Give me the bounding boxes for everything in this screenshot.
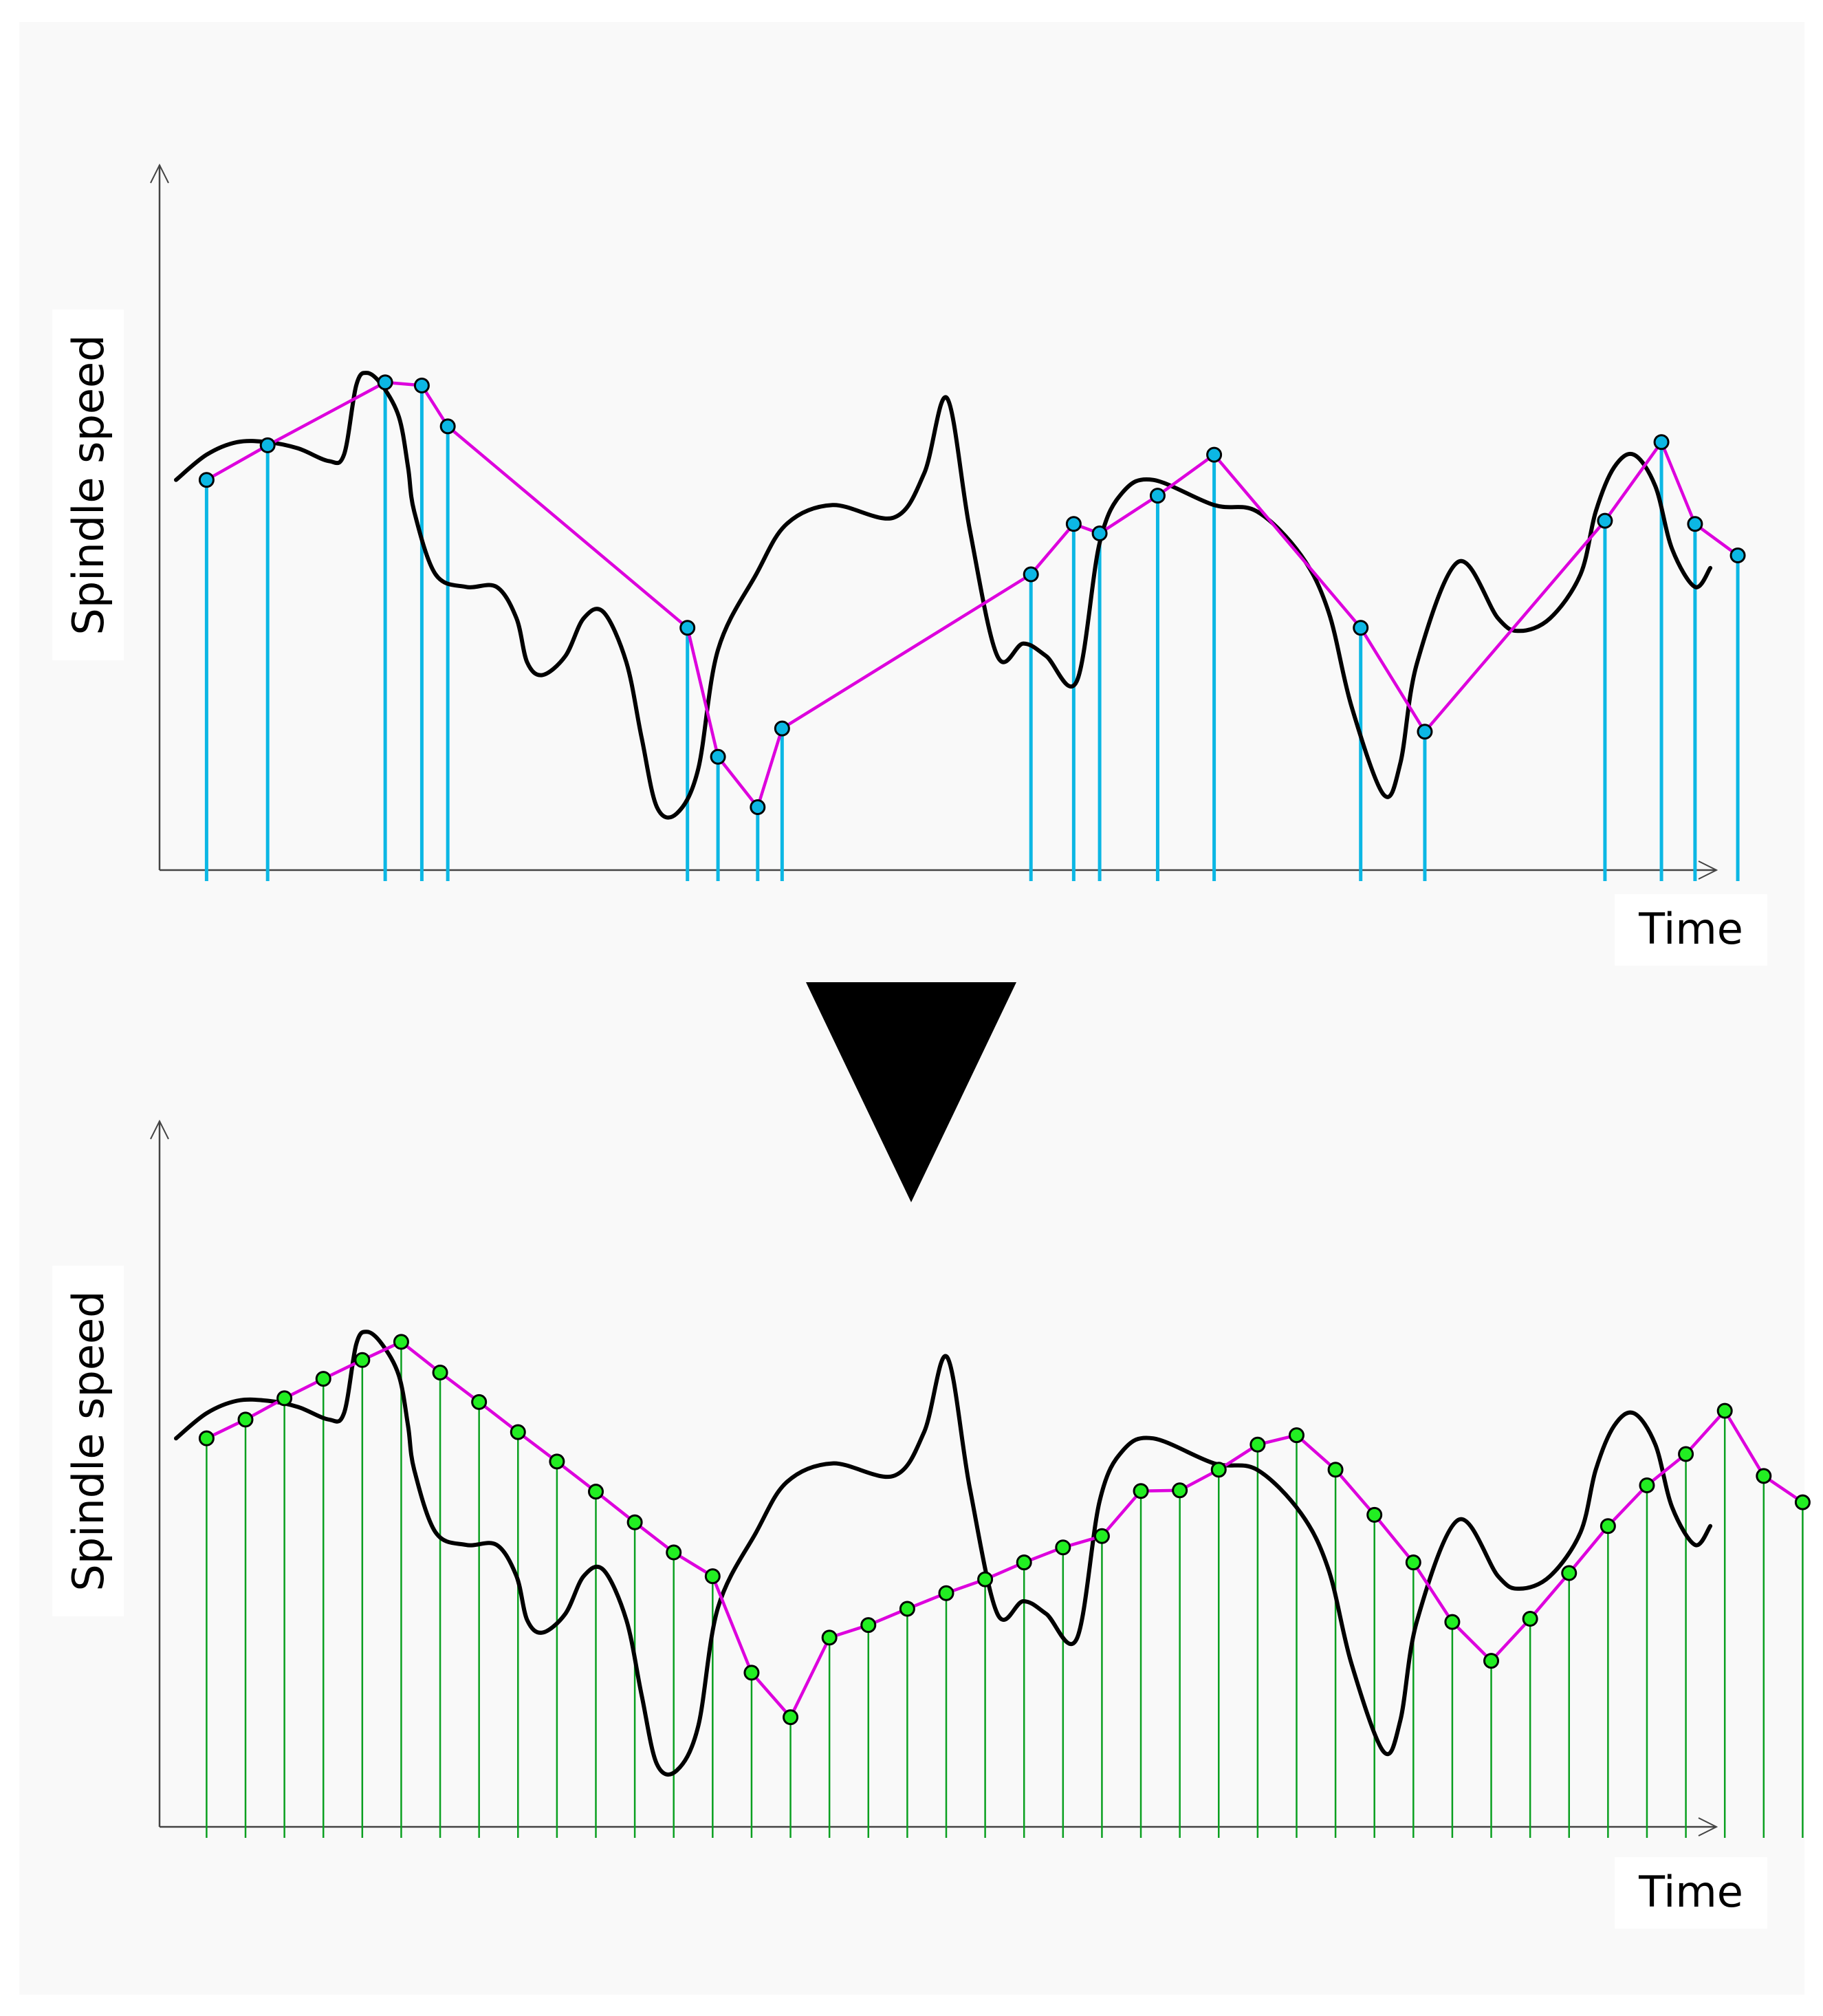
top-sample-point bbox=[774, 720, 790, 737]
bottom-sample-point bbox=[1327, 1462, 1344, 1478]
bottom-sample-point bbox=[1055, 1539, 1071, 1556]
bottom-ylabel-box bbox=[52, 1266, 124, 1616]
top-sample-point bbox=[1729, 548, 1746, 563]
top-sample-point bbox=[1597, 512, 1613, 529]
bottom-sample-point bbox=[977, 1571, 994, 1587]
top-xlabel: Time bbox=[1638, 904, 1743, 954]
bottom-sample-point bbox=[1405, 1554, 1421, 1571]
top-sample-point bbox=[750, 799, 766, 815]
bottom-sample-point bbox=[354, 1352, 371, 1368]
top-sample-point bbox=[1653, 434, 1670, 451]
bottom-sample-point bbox=[315, 1371, 331, 1387]
bottom-sample-point bbox=[1016, 1554, 1032, 1571]
bottom-sample-point bbox=[471, 1394, 488, 1410]
bottom-sample-point bbox=[1716, 1402, 1733, 1419]
bottom-sample-point bbox=[198, 1430, 215, 1446]
top-sample-point bbox=[259, 437, 276, 453]
bottom-sample-point bbox=[393, 1334, 409, 1350]
bottom-sample-point bbox=[821, 1629, 838, 1646]
top-signal-curve bbox=[174, 371, 1713, 820]
bottom-sample-point bbox=[743, 1665, 760, 1681]
bottom-sample-stems bbox=[206, 1341, 1804, 1827]
top-xlabel-box bbox=[1615, 894, 1767, 966]
bottom-sample-point bbox=[510, 1424, 526, 1440]
top-sample-point bbox=[1023, 566, 1039, 583]
bottom-sample-point bbox=[276, 1390, 293, 1407]
top-sample-point bbox=[679, 620, 696, 636]
bottom-sample-point bbox=[1522, 1611, 1538, 1627]
top-panel: Spindle speed Time bbox=[52, 165, 1767, 966]
bottom-sample-point bbox=[938, 1585, 954, 1601]
bottom-panel: Spindle speed Time bbox=[52, 1121, 1811, 1929]
bottom-sample-point bbox=[1561, 1565, 1578, 1581]
top-ylabel: Spindle speed bbox=[63, 335, 113, 636]
top-sample-point bbox=[377, 374, 393, 391]
top-sample-points bbox=[198, 374, 1746, 815]
bottom-sample-point bbox=[549, 1453, 565, 1470]
bottom-x-ticks bbox=[206, 1827, 1804, 1838]
bottom-sample-point bbox=[237, 1411, 254, 1428]
top-sample-stems bbox=[204, 382, 1740, 870]
bottom-sample-point bbox=[626, 1514, 643, 1530]
bottom-sample-point bbox=[1366, 1506, 1383, 1523]
top-x-ticks bbox=[204, 870, 1740, 881]
top-sample-point bbox=[1149, 488, 1166, 504]
bottom-sample-point bbox=[704, 1568, 721, 1585]
bottom-sample-point bbox=[588, 1484, 604, 1500]
bottom-xlabel: Time bbox=[1638, 1867, 1743, 1917]
bottom-sample-point bbox=[783, 1709, 799, 1726]
top-sample-point bbox=[1065, 516, 1082, 532]
bottom-sample-point bbox=[1249, 1436, 1266, 1453]
top-sample-point bbox=[1206, 446, 1223, 463]
top-sample-point bbox=[1091, 525, 1108, 541]
bottom-sample-point bbox=[1600, 1518, 1616, 1535]
down-triangle-icon bbox=[806, 982, 1016, 1202]
bottom-sample-point bbox=[1483, 1653, 1500, 1669]
top-sample-point bbox=[1353, 620, 1369, 636]
bottom-sample-point bbox=[1172, 1482, 1188, 1499]
bottom-sample-point bbox=[1210, 1462, 1227, 1478]
bottom-sample-point bbox=[1756, 1468, 1772, 1484]
bottom-sample-point bbox=[1444, 1614, 1461, 1630]
bottom-interpolation-line bbox=[206, 1340, 1804, 1719]
bottom-ylabel: Spindle speed bbox=[63, 1291, 113, 1592]
bottom-sample-point bbox=[1639, 1477, 1655, 1494]
bottom-sample-point bbox=[1133, 1483, 1149, 1499]
bottom-sample-point bbox=[1093, 1528, 1110, 1544]
bottom-sample-points bbox=[198, 1334, 1811, 1726]
top-sample-point bbox=[710, 748, 726, 765]
top-ylabel-box bbox=[52, 310, 124, 660]
top-interpolation-line bbox=[206, 380, 1739, 809]
bottom-sample-point bbox=[1288, 1427, 1305, 1444]
top-sample-point bbox=[413, 377, 430, 393]
bottom-sample-point bbox=[899, 1601, 915, 1617]
top-sample-point bbox=[1687, 516, 1703, 532]
bottom-xlabel-box bbox=[1615, 1857, 1767, 1929]
bottom-sample-point bbox=[860, 1617, 877, 1634]
bottom-signal-curve bbox=[174, 1330, 1713, 1777]
top-sample-point bbox=[1417, 724, 1433, 740]
top-sample-point bbox=[439, 418, 456, 435]
top-sample-point bbox=[198, 472, 215, 488]
bottom-sample-point bbox=[1678, 1446, 1694, 1462]
bottom-sample-point bbox=[432, 1365, 448, 1381]
bottom-sample-point bbox=[1794, 1494, 1811, 1510]
bottom-sample-point bbox=[666, 1544, 682, 1561]
